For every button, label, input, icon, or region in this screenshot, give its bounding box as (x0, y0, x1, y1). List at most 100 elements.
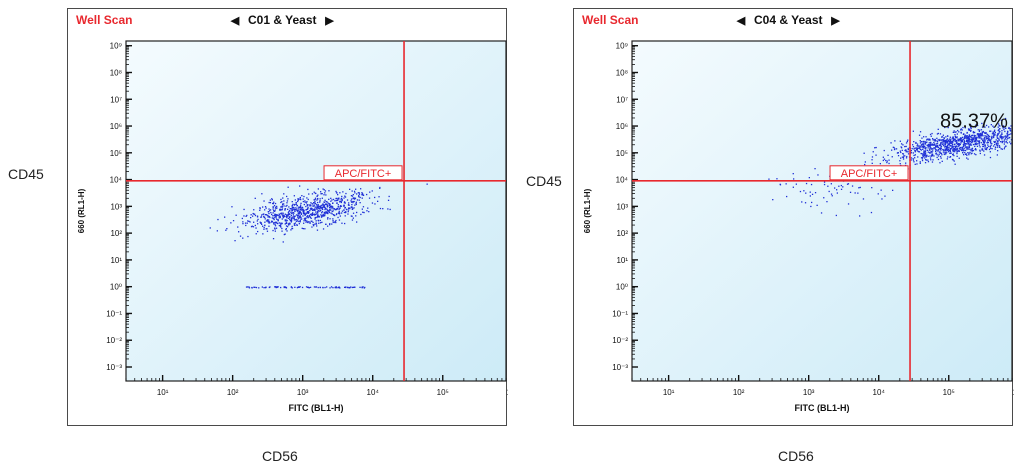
data-point (283, 203, 285, 205)
data-point (280, 286, 282, 289)
data-point (231, 206, 233, 208)
data-point (217, 218, 219, 221)
data-point (914, 154, 916, 156)
next-well-arrow-icon[interactable]: ▶ (831, 15, 840, 27)
scatter-chart[interactable]: 10⁹10⁸10⁷10⁶10⁵10⁴10³10²10¹10⁰10⁻¹10⁻²10… (574, 9, 1014, 427)
data-point (923, 152, 926, 154)
data-point (923, 150, 925, 153)
data-point (984, 140, 986, 142)
data-point (970, 149, 972, 151)
prev-well-arrow-icon[interactable]: ◀ (230, 15, 240, 27)
data-point (779, 184, 782, 186)
scatter-chart[interactable]: 10⁹10⁸10⁷10⁶10⁵10⁴10³10²10¹10⁰10⁻¹10⁻²10… (68, 9, 508, 427)
data-point (324, 286, 326, 289)
data-point (358, 195, 360, 197)
data-point (985, 135, 987, 137)
data-point (814, 192, 817, 194)
data-point (1002, 126, 1004, 129)
data-point (792, 173, 794, 175)
data-point (346, 286, 349, 289)
data-point (973, 126, 976, 128)
data-point (883, 149, 885, 152)
data-point (969, 143, 972, 145)
data-point (938, 153, 940, 155)
data-point (835, 214, 837, 217)
data-point (903, 155, 905, 157)
data-point (914, 157, 916, 159)
data-point (283, 215, 286, 217)
data-point (279, 215, 281, 217)
data-point (931, 143, 933, 146)
data-point (286, 195, 288, 198)
data-point (1006, 142, 1009, 144)
data-point (282, 215, 284, 217)
data-point (277, 286, 279, 288)
data-point (987, 140, 989, 142)
y-tick-label: 10⁶ (110, 122, 122, 131)
data-point (979, 135, 982, 137)
data-point (997, 141, 999, 143)
data-point (292, 217, 295, 219)
data-point (271, 217, 273, 219)
data-point (339, 213, 341, 215)
data-point (984, 144, 986, 146)
data-point (307, 212, 309, 214)
data-point (972, 140, 974, 142)
data-point (921, 145, 924, 147)
data-point (308, 211, 310, 214)
data-point (834, 187, 836, 189)
prev-well-arrow-icon[interactable]: ◀ (736, 15, 746, 27)
data-point (953, 138, 955, 140)
data-point (944, 148, 946, 150)
x-tick-label: 10⁶ (1013, 388, 1014, 397)
data-point (313, 191, 315, 193)
data-point (331, 205, 333, 207)
data-point (939, 152, 941, 154)
data-point (316, 216, 319, 218)
data-point (793, 178, 795, 180)
data-point (328, 204, 331, 206)
data-point (310, 202, 312, 204)
data-point (330, 200, 332, 202)
data-point (275, 217, 277, 219)
data-point (974, 126, 977, 128)
data-point (975, 137, 977, 139)
data-point (925, 136, 927, 138)
data-point (921, 146, 923, 148)
data-point (970, 129, 972, 131)
data-point (912, 158, 914, 160)
data-point (260, 216, 263, 218)
data-point (303, 195, 305, 198)
data-point (968, 135, 970, 137)
data-point (246, 222, 248, 224)
data-point (874, 147, 876, 149)
data-point (875, 146, 877, 149)
data-point (326, 208, 328, 210)
data-point (324, 199, 326, 201)
data-point (932, 150, 934, 152)
data-point (277, 215, 280, 217)
data-point (294, 207, 296, 209)
data-point (342, 191, 344, 193)
data-point (956, 150, 958, 152)
data-point (814, 168, 816, 170)
data-point (986, 137, 988, 139)
data-point (300, 216, 302, 218)
data-point (927, 161, 930, 163)
data-point (388, 195, 390, 198)
next-well-arrow-icon[interactable]: ▶ (325, 15, 334, 27)
data-point (1010, 130, 1012, 132)
data-point (304, 218, 306, 220)
data-point (930, 143, 932, 145)
data-point (341, 197, 343, 200)
data-point (267, 221, 269, 223)
data-point (942, 139, 945, 141)
data-point (937, 146, 940, 148)
data-point (928, 142, 930, 144)
data-point (1005, 137, 1007, 139)
data-point (924, 145, 926, 147)
data-point (920, 157, 923, 159)
data-point (361, 193, 363, 195)
data-point (313, 199, 315, 201)
data-point (943, 153, 945, 155)
